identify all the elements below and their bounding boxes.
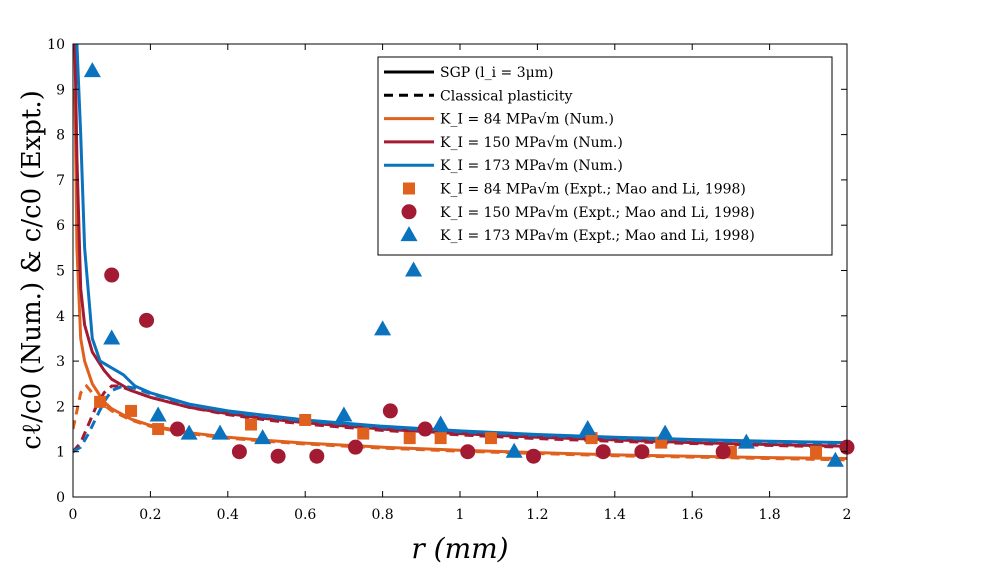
data-point-circle — [104, 267, 120, 283]
data-point-circle — [595, 444, 611, 460]
x-tick-label: 1.6 — [681, 507, 703, 523]
y-tick-label: 2 — [56, 399, 65, 415]
legend-swatch-7 — [400, 226, 418, 242]
data-point-circle — [309, 448, 325, 464]
data-point-square — [152, 423, 165, 436]
x-tick-label: 1.2 — [526, 507, 548, 523]
data-point-square — [94, 395, 107, 408]
data-point-circle — [169, 421, 185, 437]
x-tick-label: 0.8 — [371, 507, 393, 523]
x-tick-label: 0.6 — [294, 507, 316, 523]
data-point-circle — [231, 444, 247, 460]
legend-label-0: SGP (l_i = 3μm) — [440, 65, 553, 81]
y-tick-label: 4 — [56, 309, 65, 325]
legend-label-6: K_I = 150 MPa√m (Expt.; Mao and Li, 1998… — [440, 205, 755, 221]
series-line-5 — [73, 384, 847, 453]
x-tick-label: 1.4 — [604, 507, 626, 523]
data-point-square — [810, 445, 823, 458]
legend: SGP (l_i = 3μm) Classical plasticity K_I =… — [377, 56, 833, 256]
x-tick-label: 0.4 — [217, 507, 239, 523]
x-tick-label: 1.8 — [758, 507, 780, 523]
data-point-square — [585, 432, 598, 445]
data-point-square — [434, 432, 447, 445]
y-tick-label: 1 — [56, 445, 65, 461]
legend-label-1: Classical plasticity — [440, 88, 573, 104]
data-point-triangle — [656, 424, 674, 440]
x-tick-label: 1 — [456, 507, 465, 523]
data-point-triangle — [149, 406, 167, 422]
x-tick-label: 2 — [843, 507, 852, 523]
legend-label-5: K_I = 84 MPa√m (Expt.; Mao and Li, 1998) — [440, 182, 746, 198]
data-point-triangle — [579, 420, 597, 436]
data-point-square — [655, 436, 668, 449]
data-point-triangle — [432, 415, 450, 431]
y-tick-label: 5 — [56, 264, 65, 280]
data-point-circle — [348, 439, 364, 455]
data-point-circle — [270, 448, 286, 464]
legend-swatch-6 — [401, 204, 417, 220]
data-point-triangle — [211, 424, 229, 440]
y-axis-label: cℓ/c0 (Num.) & c/c0 (Expt.) — [17, 90, 47, 450]
legend-label-7: K_I = 173 MPa√m (Expt.; Mao and Li, 1998… — [440, 228, 755, 244]
y-tick-label: 0 — [56, 490, 65, 506]
data-point-circle — [634, 444, 650, 460]
data-point-circle — [417, 421, 433, 437]
data-point-triangle — [826, 451, 844, 467]
data-point-circle — [715, 444, 731, 460]
legend-box — [377, 56, 833, 256]
y-tick-label: 7 — [56, 173, 65, 189]
y-tick-label: 3 — [56, 354, 65, 370]
data-point-square — [125, 404, 138, 417]
data-point-square — [299, 413, 312, 426]
data-point-triangle — [254, 429, 272, 445]
x-tick-label: 0 — [69, 507, 78, 523]
data-point-triangle — [103, 329, 121, 345]
data-point-triangle — [83, 62, 101, 78]
data-point-circle — [139, 312, 155, 328]
data-point-triangle — [180, 424, 198, 440]
data-point-square — [484, 432, 497, 445]
data-point-square — [403, 432, 416, 445]
y-tick-label: 10 — [47, 37, 65, 53]
legend-label-2: K_I = 84 MPa√m (Num.) — [440, 112, 614, 128]
ticks-layer: 0 0.2 0.4 0.6 0.8 1 1.2 1.4 1.6 1.8 2 0 1 2 3 4 5 6 7 8 9 10 — [47, 37, 851, 523]
data-point-triangle — [374, 320, 392, 336]
markers-layer — [83, 62, 855, 467]
legend-label-4: K_I = 173 MPa√m (Num.) — [440, 158, 623, 174]
data-point-triangle — [405, 261, 423, 277]
x-tick-label: 0.2 — [139, 507, 161, 523]
data-point-circle — [460, 444, 476, 460]
data-point-triangle — [737, 433, 755, 449]
legend-items: SGP (l_i = 3μm) Classical plasticity K_I =… — [384, 65, 755, 244]
data-point-square — [357, 427, 370, 440]
legend-label-3: K_I = 150 MPa√m (Num.) — [440, 135, 623, 151]
data-point-triangle — [335, 406, 353, 422]
data-point-circle — [382, 403, 398, 419]
y-tick-label: 6 — [56, 218, 65, 234]
legend-swatch-5 — [403, 182, 415, 195]
data-point-square — [245, 418, 258, 431]
x-axis-label: r (mm) — [411, 532, 508, 565]
data-point-circle — [526, 448, 542, 464]
data-point-triangle — [505, 442, 523, 458]
y-tick-label: 9 — [56, 82, 65, 98]
y-tick-label: 8 — [56, 128, 65, 144]
